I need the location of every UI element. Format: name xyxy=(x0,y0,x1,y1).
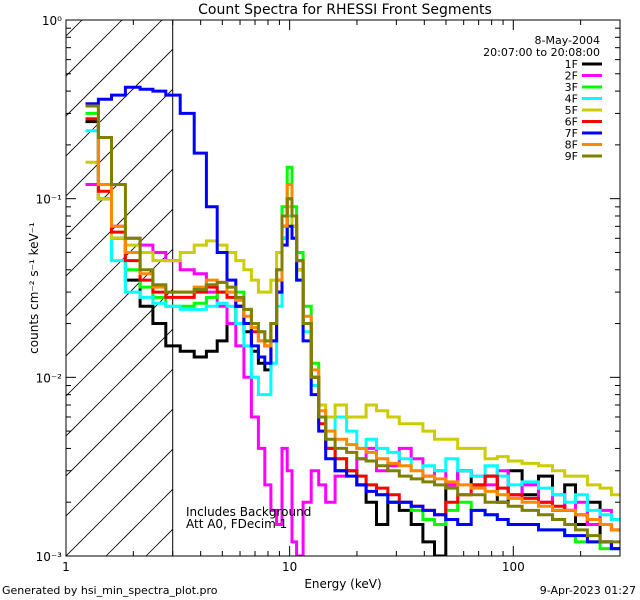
series-line-9F xyxy=(85,104,620,544)
hatch-line xyxy=(105,488,173,556)
x-tick-label: 10 xyxy=(282,560,297,574)
legend-label-7F: 7F xyxy=(565,127,578,140)
series-layer xyxy=(85,85,620,556)
plot-frame xyxy=(65,19,621,557)
legend-label-6F: 6F xyxy=(565,116,578,129)
hatch-line xyxy=(66,448,173,556)
hatch-line xyxy=(626,20,640,556)
date-label: 8-May-2004 xyxy=(535,34,600,47)
x-tick-label: 1 xyxy=(62,560,70,574)
hatch-line xyxy=(66,20,83,37)
legend-label-9F: 9F xyxy=(565,150,578,163)
hatch-line xyxy=(66,248,173,357)
y-tick-label: 10⁻² xyxy=(36,371,63,385)
y-tick-label: 10⁻¹ xyxy=(36,193,63,207)
legend-label-2F: 2F xyxy=(565,70,578,83)
timestamp-label: 9-Apr-2023 01:27 xyxy=(540,584,636,597)
legend-label-5F: 5F xyxy=(565,104,578,117)
legend-label-4F: 4F xyxy=(565,93,578,106)
hatch-line xyxy=(66,368,173,477)
series-line-7F xyxy=(85,85,620,551)
hatch-line xyxy=(66,408,173,517)
y-tick-label: 10⁻³ xyxy=(36,550,63,564)
annotation-attenuator: Att A0, FDecim 1 xyxy=(186,517,287,531)
legend-label-1F: 1F xyxy=(565,58,578,71)
x-tick-label: 100 xyxy=(502,560,525,574)
y-axis-label: counts cm⁻² s⁻¹ keV⁻¹ xyxy=(27,222,41,354)
hatch-line xyxy=(66,88,173,197)
x-axis-label: Energy (keV) xyxy=(304,577,381,591)
hatch-line xyxy=(586,20,640,556)
hatch-line xyxy=(66,48,173,157)
time-range-label: 20:07:00 to 20:08:00 xyxy=(483,46,600,59)
generated-by-label: Generated by hsi_min_spectra_plot.pro xyxy=(2,584,218,597)
hatch-line xyxy=(0,20,2,556)
annotation-background: Includes Background xyxy=(186,505,311,519)
hatched-region xyxy=(0,20,640,556)
hatch-line xyxy=(66,208,173,317)
legend-label-3F: 3F xyxy=(565,81,578,94)
chart-title: Count Spectra for RHESSI Front Segments xyxy=(198,2,492,18)
series-line-2F xyxy=(85,183,620,556)
y-tick-label: 10⁰ xyxy=(42,14,62,28)
series-line-1F xyxy=(85,120,620,556)
axis-ticks: 1 10 100 10⁻³ 10⁻² 10⁻¹ 10⁰ xyxy=(36,14,621,574)
legend-label-8F: 8F xyxy=(565,139,578,152)
hatch-line xyxy=(66,20,163,117)
hatch-line xyxy=(546,20,640,556)
